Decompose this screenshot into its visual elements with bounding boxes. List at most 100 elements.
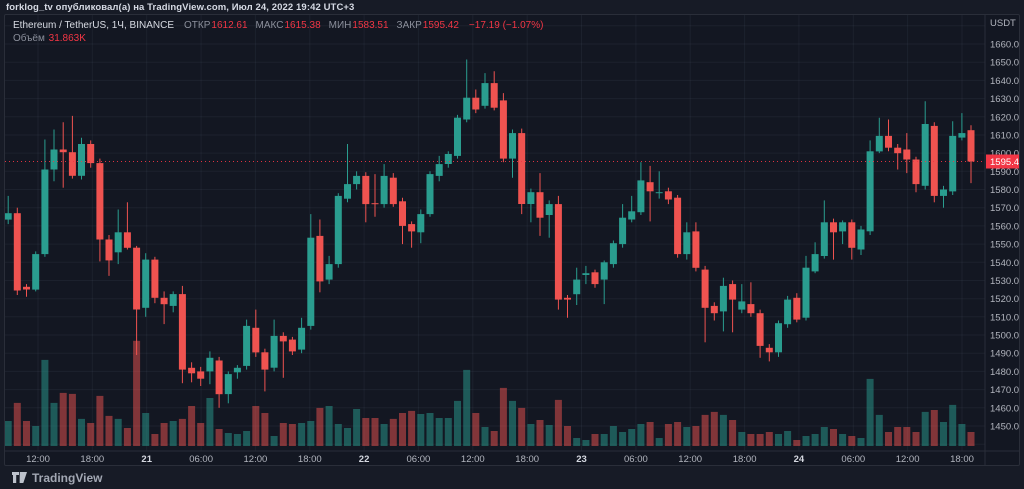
- volume-bar: [930, 410, 938, 446]
- low-field: МИН1583.51: [329, 20, 389, 32]
- candle-body: [68, 152, 76, 176]
- candle-body: [417, 214, 425, 233]
- symbol-legend: Ethereum / TetherUS, 1Ч, BINANCE ОТКР161…: [13, 20, 543, 45]
- time-tick-label: 06:00: [407, 454, 431, 465]
- candle-body: [628, 211, 636, 220]
- volume-bar: [958, 424, 966, 446]
- tradingview-logo-icon[interactable]: [12, 472, 27, 483]
- candle-body: [802, 267, 810, 318]
- volume-bar: [243, 431, 251, 446]
- candle-body: [518, 133, 526, 204]
- candle-body: [811, 254, 819, 272]
- candle-body: [499, 100, 507, 159]
- volume-bar: [848, 436, 856, 446]
- volume-bar: [609, 426, 617, 446]
- tradingview-wordmark[interactable]: TradingView: [32, 470, 103, 485]
- volume-bar: [719, 414, 727, 446]
- volume-bar: [41, 359, 49, 446]
- open-field: ОТКР1612.61: [184, 20, 248, 32]
- volume-bar: [536, 420, 544, 446]
- volume-bar: [279, 423, 287, 446]
- volume-bar: [784, 431, 792, 446]
- volume-bar: [5, 421, 12, 446]
- candle-body: [564, 297, 571, 300]
- volume-bar: [114, 418, 122, 446]
- volume-bar: [481, 427, 489, 446]
- time-axis[interactable]: 12:00 18:00 21 06:00 12:00 18:00 22 06:00 12:00 1…: [26, 454, 974, 465]
- close-field: ЗАКР1595.42: [397, 20, 459, 32]
- close-label: ЗАКР: [396, 20, 422, 31]
- volume-bar: [472, 413, 480, 446]
- volume-bar: [894, 427, 902, 446]
- candle-body: [967, 130, 975, 162]
- volume-bar: [233, 434, 241, 446]
- volume-bar: [215, 429, 223, 446]
- candle-body: [243, 325, 251, 366]
- candle-body: [719, 285, 727, 312]
- candle-body: [463, 97, 471, 120]
- high-value: 1615.38: [284, 20, 321, 31]
- price-tick-label: 1620.00: [990, 112, 1019, 123]
- candle-body: [591, 272, 599, 285]
- price-tick-label: 1640.00: [990, 76, 1019, 87]
- volume-bar: [261, 413, 269, 446]
- time-tick-label: 06:00: [624, 454, 648, 465]
- volume-bar: [738, 432, 746, 446]
- time-tick-label: 12:00: [244, 454, 268, 465]
- candle-body: [600, 262, 608, 280]
- price-tick-label: 1570.00: [990, 203, 1019, 214]
- volume-bar: [830, 429, 837, 446]
- volume-bar: [426, 413, 434, 446]
- price-tick-label: 1550.00: [990, 240, 1019, 251]
- chart-widget[interactable]: USDT 1660.00 1650.00 1640.00 1630.00 1620.00 1…: [4, 14, 1020, 466]
- volume-bar: [619, 432, 627, 446]
- time-tick-label: 06:00: [841, 454, 865, 465]
- volume-row: Объём 31.863K: [13, 33, 543, 45]
- volume-bar: [903, 427, 911, 446]
- symbol-title[interactable]: Ethereum / TetherUS, 1Ч, BINANCE: [13, 20, 174, 31]
- volume-bar: [885, 432, 892, 446]
- price-axis[interactable]: USDT 1660.00 1650.00 1640.00 1630.00 1620.00 1…: [990, 18, 1019, 433]
- candle-body: [857, 229, 865, 250]
- candle-body: [683, 232, 691, 255]
- volume-bar: [252, 406, 260, 446]
- candle-body: [655, 192, 663, 194]
- volume-label[interactable]: Объём: [13, 33, 45, 44]
- candle-body: [233, 367, 241, 373]
- open-value: 1612.61: [211, 20, 248, 31]
- low-label: МИН: [328, 20, 352, 31]
- candle-body: [637, 180, 645, 213]
- volume-bar: [188, 406, 196, 446]
- price-tick-label: 1450.00: [990, 422, 1019, 433]
- candle-body: [940, 189, 947, 196]
- volume-layer: [5, 340, 975, 446]
- candle-body: [87, 144, 95, 164]
- candle-body: [784, 299, 792, 325]
- time-tick-day-label: 22: [359, 454, 370, 465]
- candle-body: [133, 247, 141, 310]
- candle-body: [188, 367, 196, 374]
- high-field: МАКС1615.38: [256, 20, 321, 32]
- volume-bar: [96, 395, 104, 446]
- volume-bar: [288, 424, 296, 446]
- volume-bar: [362, 418, 370, 446]
- volume-bar: [160, 423, 168, 446]
- price-tick-label: 1580.00: [990, 185, 1019, 196]
- candle-body: [197, 371, 205, 379]
- volume-bar: [655, 438, 663, 446]
- volume-bar: [921, 411, 929, 446]
- candle-body: [96, 163, 104, 240]
- candle-body: [50, 149, 58, 170]
- candle-body: [490, 83, 498, 108]
- volume-bar: [765, 432, 773, 446]
- volume-bar: [123, 428, 131, 446]
- candle-body: [582, 273, 590, 275]
- volume-bar: [353, 409, 361, 446]
- candle-body: [279, 335, 287, 342]
- price-tick-label: 1540.00: [990, 258, 1019, 269]
- candlestick-chart[interactable]: USDT 1660.00 1650.00 1640.00 1630.00 1620.00 1…: [5, 15, 1019, 465]
- price-tick-label: 1510.00: [990, 312, 1019, 323]
- candle-body: [334, 195, 342, 265]
- volume-bar: [151, 434, 159, 446]
- volume-bar: [371, 418, 379, 446]
